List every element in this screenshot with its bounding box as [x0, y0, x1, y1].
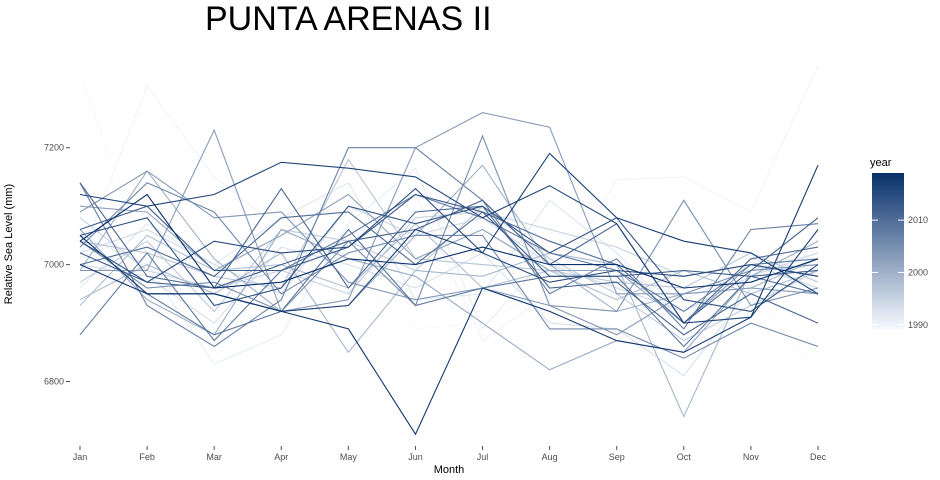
x-tick-label: May: [340, 452, 358, 462]
series-line-1999: [79, 252, 819, 418]
series-line-2018: [79, 164, 819, 436]
x-tick-label: Jul: [477, 452, 489, 462]
x-tick-label: Oct: [677, 452, 692, 462]
x-tick-label: Jan: [73, 452, 88, 462]
x-tick-label: Mar: [206, 452, 222, 462]
y-axis-title: Relative Sea Level (mm): [3, 184, 15, 304]
x-tick-label: Apr: [274, 452, 288, 462]
series-line-2007: [79, 147, 819, 348]
color-legend: year 1990 2000 2010: [870, 157, 928, 330]
y-tick-label: 7200: [44, 143, 64, 153]
series-line-2009: [79, 228, 819, 348]
x-tick-label: Dec: [810, 452, 827, 462]
x-axis: Jan Feb Mar Apr May Jun Jul Aug Sep Oct Nov Dec: [73, 446, 827, 462]
series-line-1990: [79, 65, 819, 342]
legend-tick-label: 2000: [908, 267, 928, 277]
series-line-2017: [79, 152, 819, 312]
y-tick-label: 7000: [44, 260, 64, 270]
series-line-2002: [79, 193, 819, 324]
legend-tick-label: 1990: [908, 320, 928, 330]
chart-title: PUNTA ARENAS II: [205, 0, 492, 38]
series-line-2016: [79, 161, 819, 324]
y-axis: 6800 7000 7200: [44, 143, 70, 387]
series-line-1991: [79, 167, 819, 365]
y-tick-label: 6800: [44, 377, 64, 387]
x-tick-label: Nov: [743, 452, 760, 462]
series-line-2003: [80, 112, 819, 313]
legend-tick-label: 2010: [908, 215, 928, 225]
series-line-2006: [79, 182, 819, 359]
series-line-2008: [79, 193, 819, 342]
legend-ticks: 1990 2000 2010: [872, 215, 928, 330]
series-line-1989: [79, 74, 819, 377]
series-layer: [79, 65, 819, 436]
series-line-2001: [79, 228, 819, 371]
series-line-2013: [79, 193, 819, 277]
x-axis-title: Month: [434, 464, 465, 476]
legend-colorbar: [872, 173, 904, 330]
x-tick-label: Feb: [139, 452, 155, 462]
series-line-2014: [79, 205, 819, 312]
series-line-2015: [79, 187, 819, 283]
series-line-1994: [79, 205, 819, 312]
legend-title: year: [870, 157, 892, 169]
x-tick-label: Jun: [408, 452, 423, 462]
series-line-1993: [79, 246, 819, 377]
series-line-2010: [79, 211, 819, 324]
series-line-2011: [79, 182, 819, 336]
series-line-2004: [79, 170, 819, 336]
x-tick-label: Aug: [542, 452, 558, 462]
x-tick-label: Sep: [609, 452, 625, 462]
series-line-2019: [79, 193, 819, 289]
